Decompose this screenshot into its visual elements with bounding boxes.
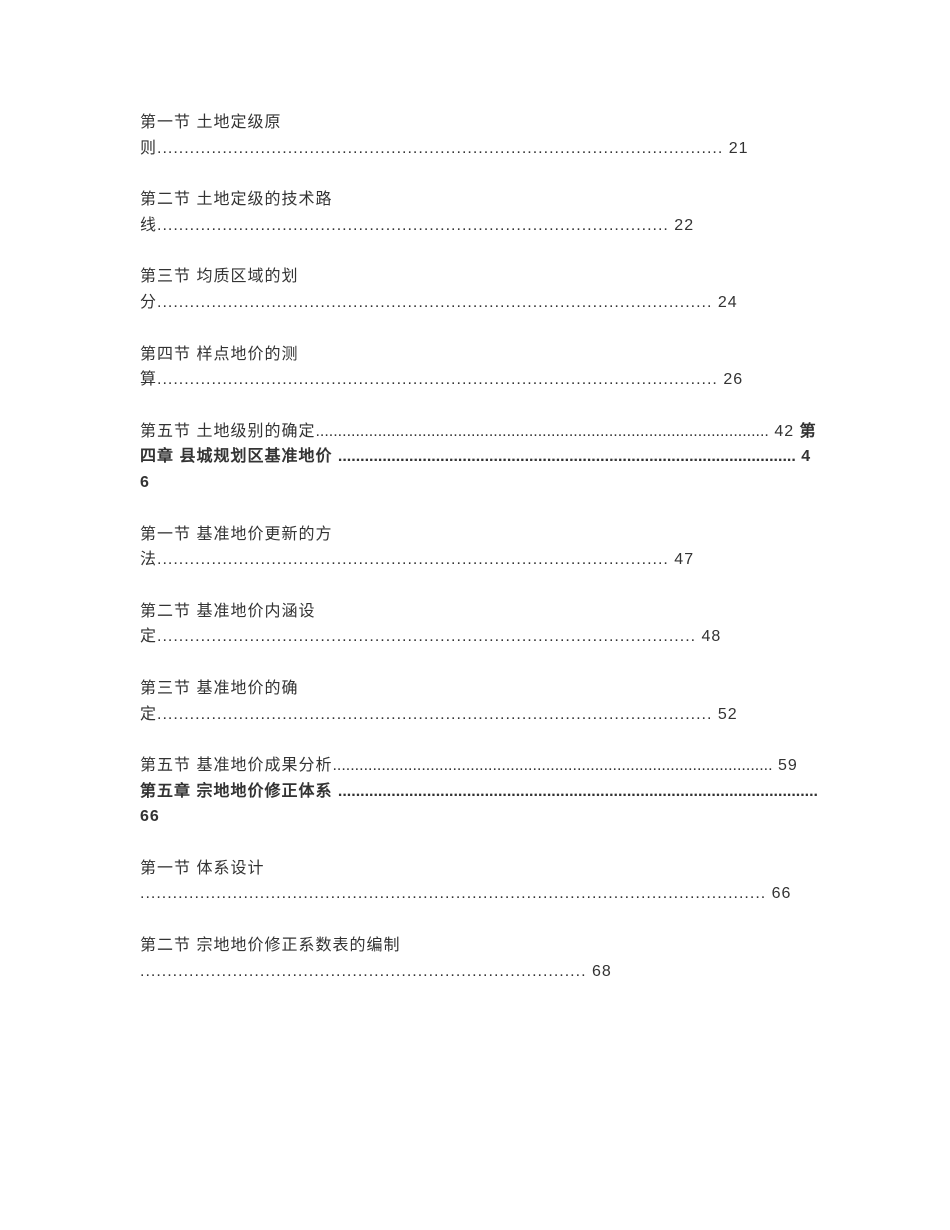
toc-entry-mixed: 第五节 土地级别的确定.............................… — [140, 419, 820, 496]
toc-text: 第一节 体系设计 ...............................… — [140, 860, 791, 903]
toc-entry: 第三节 基准地价的确定.............................… — [140, 676, 820, 727]
toc-entry-mixed: 第五节 基准地价成果分析............................… — [140, 753, 820, 830]
toc-text: 第二节 宗地地价修正系数表的编制 .......................… — [140, 937, 612, 980]
toc-text: 第四节 样点地价的测算.............................… — [140, 346, 743, 389]
toc-text: 第一节 土地定级原则..............................… — [140, 114, 749, 157]
toc-text: 第二节 土地定级的技术路线...........................… — [140, 191, 694, 234]
toc-entry: 第二节 土地定级的技术路线...........................… — [140, 187, 820, 238]
toc-entry: 第四节 样点地价的测算.............................… — [140, 342, 820, 393]
toc-entry: 第二节 宗地地价修正系数表的编制 .......................… — [140, 933, 820, 984]
toc-entry: 第一节 土地定级原则..............................… — [140, 110, 820, 161]
toc-text: 第一节 基准地价更新的方法...........................… — [140, 526, 694, 569]
toc-entry: 第一节 体系设计 ...............................… — [140, 856, 820, 907]
toc-text-normal: 第五节 基准地价成果分析............................… — [140, 757, 798, 774]
toc-text: 第三节 基准地价的确定.............................… — [140, 680, 738, 723]
toc-entry: 第三节 均质区域的划分.............................… — [140, 264, 820, 315]
toc-text-bold: 第五章 宗地地价修正体系 ...........................… — [140, 783, 818, 826]
toc-entry: 第二节 基准地价内涵设定............................… — [140, 599, 820, 650]
toc-entry: 第一节 基准地价更新的方法...........................… — [140, 522, 820, 573]
toc-text-normal: 第五节 土地级别的确定.............................… — [140, 423, 800, 440]
toc-text: 第三节 均质区域的划分.............................… — [140, 268, 738, 311]
table-of-contents: 第一节 土地定级原则..............................… — [140, 110, 820, 984]
toc-text: 第二节 基准地价内涵设定............................… — [140, 603, 721, 646]
